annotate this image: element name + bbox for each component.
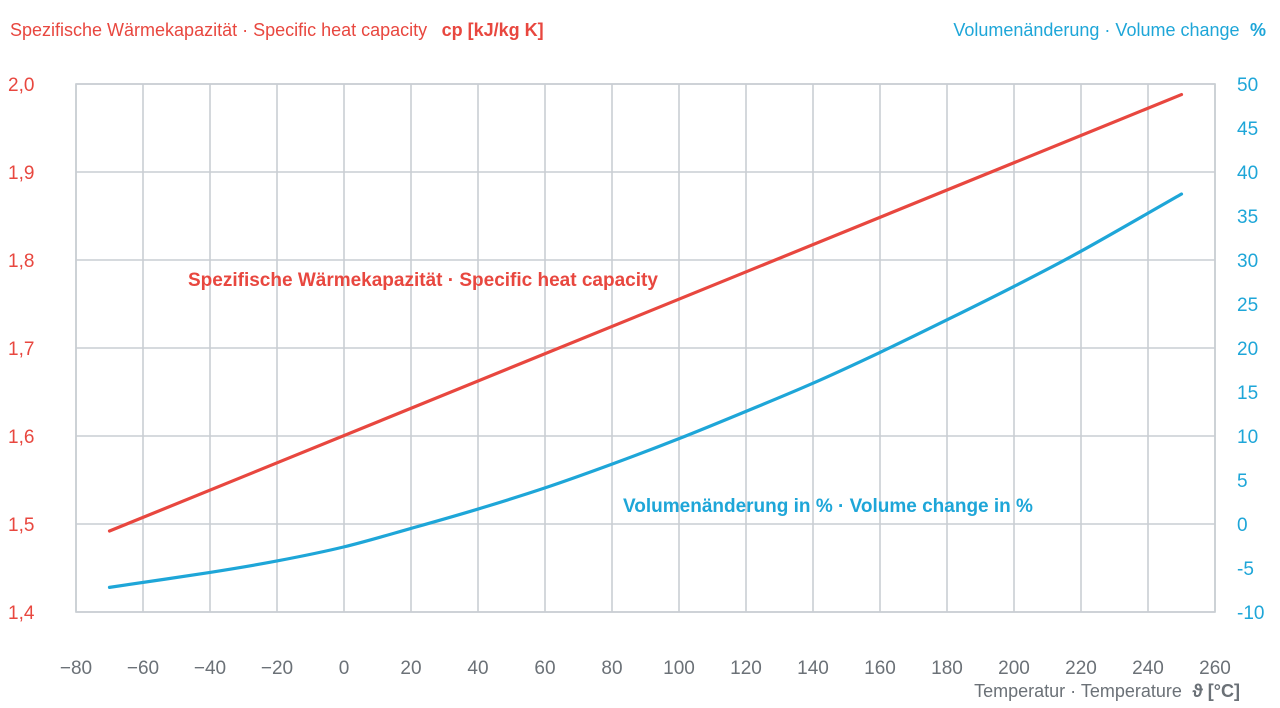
left-axis-title: Spezifische Wärmekapazität · Specific he… bbox=[10, 20, 427, 40]
x-tick-label: 80 bbox=[601, 658, 622, 679]
left-tick-label: 1,7 bbox=[8, 339, 34, 360]
x-tick-label: 160 bbox=[864, 658, 896, 679]
right-axis-ticks: -10 -5 0 5 10 15 20 25 30 35 40 45 50 bbox=[1237, 75, 1264, 624]
series-line-heat-capacity bbox=[107, 92, 1184, 533]
x-axis-unit: ϑ [°C] bbox=[1192, 681, 1240, 701]
x-tick-label: 260 bbox=[1199, 658, 1231, 679]
right-tick-label: 40 bbox=[1237, 163, 1258, 184]
right-axis-title-group: Volumenänderung · Volume change % bbox=[953, 20, 1266, 40]
right-tick-label: -5 bbox=[1237, 559, 1254, 580]
x-tick-label: 220 bbox=[1065, 658, 1097, 679]
series-line-volume-change bbox=[107, 192, 1184, 589]
right-tick-label: 20 bbox=[1237, 339, 1258, 360]
left-tick-label: 1,8 bbox=[8, 251, 34, 272]
right-axis-title: Volumenänderung · Volume change bbox=[953, 20, 1239, 40]
left-tick-label: 1,4 bbox=[8, 603, 35, 624]
x-tick-label: 200 bbox=[998, 658, 1030, 679]
right-tick-label: 50 bbox=[1237, 75, 1258, 96]
x-tick-label: 180 bbox=[931, 658, 963, 679]
grid bbox=[75, 83, 1216, 613]
x-tick-label: 100 bbox=[663, 658, 695, 679]
x-tick-label: −80 bbox=[60, 658, 92, 679]
x-tick-label: −40 bbox=[194, 658, 226, 679]
right-tick-label: -10 bbox=[1237, 603, 1264, 624]
left-tick-label: 1,6 bbox=[8, 427, 34, 448]
x-tick-label: 60 bbox=[534, 658, 555, 679]
x-tick-label: 0 bbox=[339, 658, 350, 679]
left-tick-label: 2,0 bbox=[8, 75, 34, 96]
x-tick-label: 120 bbox=[730, 658, 762, 679]
left-axis-ticks: 1,4 1,5 1,6 1,7 1,8 1,9 2,0 bbox=[8, 75, 35, 624]
right-tick-label: 15 bbox=[1237, 383, 1258, 404]
series-label-volume-change: Volumenänderung in % · Volume change in … bbox=[623, 496, 1033, 517]
right-tick-label: 5 bbox=[1237, 471, 1248, 492]
right-axis-unit: % bbox=[1250, 20, 1266, 40]
x-tick-label: −20 bbox=[261, 658, 293, 679]
left-tick-label: 1,5 bbox=[8, 515, 34, 536]
x-tick-label: −60 bbox=[127, 658, 159, 679]
left-axis-title-group: Spezifische Wärmekapazität · Specific he… bbox=[10, 20, 544, 40]
series-label-heat-capacity: Spezifische Wärmekapazität · Specific he… bbox=[188, 270, 658, 291]
right-tick-label: 45 bbox=[1237, 119, 1258, 140]
left-axis-unit: cp [kJ/kg K] bbox=[442, 20, 544, 40]
x-tick-label: 40 bbox=[467, 658, 488, 679]
right-tick-label: 10 bbox=[1237, 427, 1258, 448]
x-tick-label: 20 bbox=[400, 658, 421, 679]
x-axis-label-group: Temperatur · Temperature ϑ [°C] bbox=[974, 681, 1240, 701]
series-layer bbox=[107, 92, 1184, 589]
right-tick-label: 0 bbox=[1237, 515, 1248, 536]
right-tick-label: 35 bbox=[1237, 207, 1258, 228]
x-tick-label: 240 bbox=[1132, 658, 1164, 679]
x-axis-ticks: −80 −60 −40 −20 0 20 40 60 80 100 120 140 160 180 200 2… bbox=[60, 658, 1231, 679]
x-axis-label: Temperatur · Temperature bbox=[974, 681, 1182, 701]
right-tick-label: 25 bbox=[1237, 295, 1258, 316]
right-tick-label: 30 bbox=[1237, 251, 1258, 272]
plot-frame bbox=[75, 83, 1216, 613]
left-tick-label: 1,9 bbox=[8, 163, 34, 184]
x-tick-label: 140 bbox=[797, 658, 829, 679]
